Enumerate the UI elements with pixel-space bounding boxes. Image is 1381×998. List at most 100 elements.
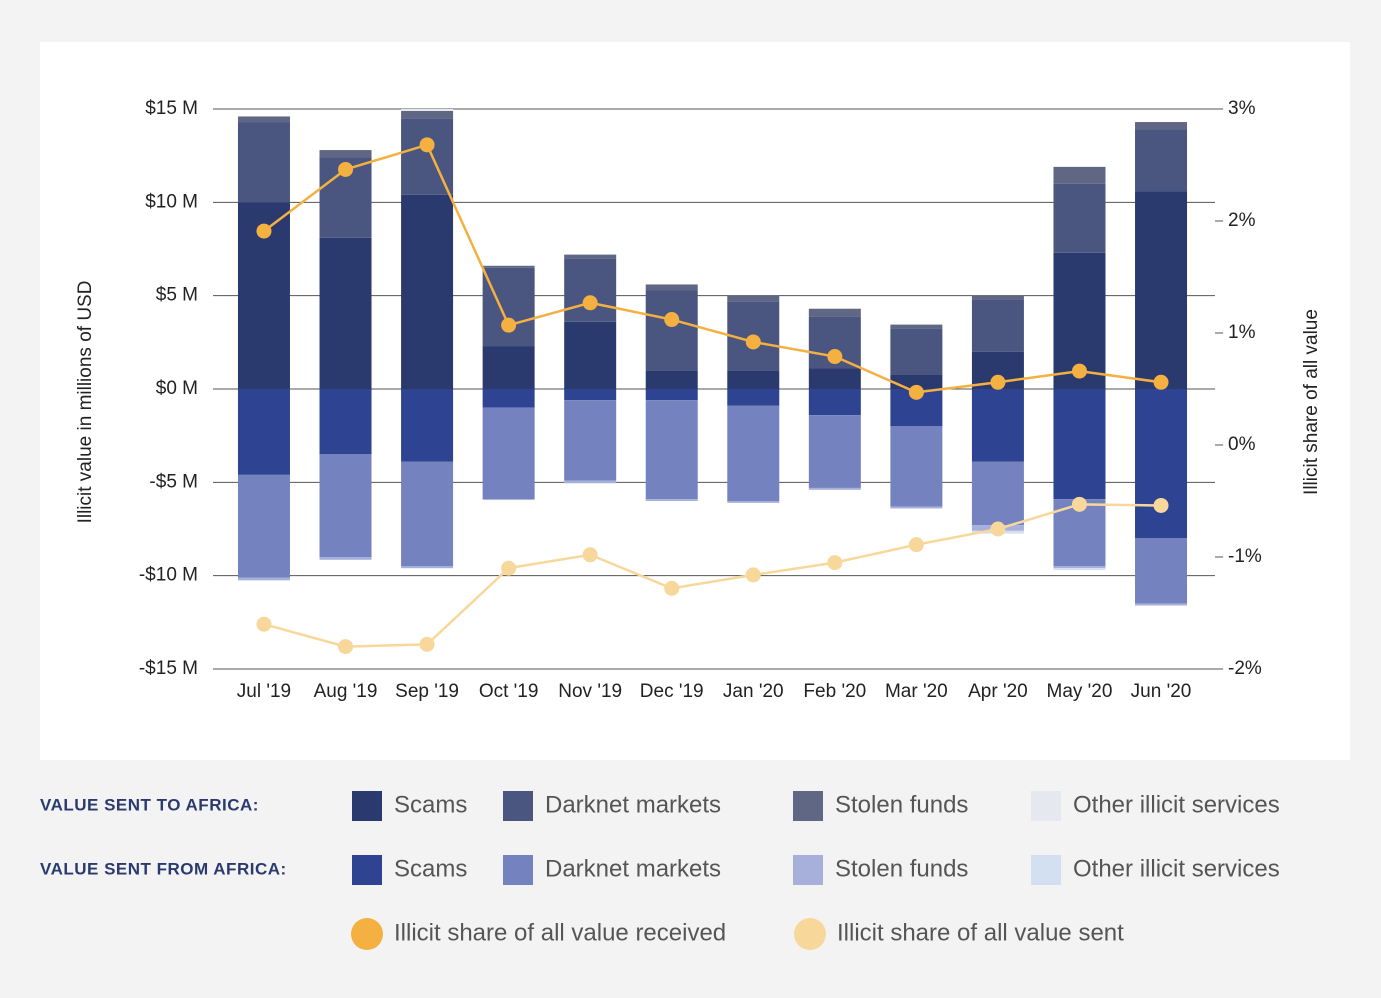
x-tick-label: Jun '20 xyxy=(1131,681,1192,702)
bar-segment xyxy=(971,389,1024,462)
legend-swatch xyxy=(1031,855,1061,885)
bar-segment xyxy=(482,499,535,501)
legend-swatch xyxy=(793,855,823,885)
legend-label: Other illicit services xyxy=(1073,791,1280,818)
y-tick-label: -$15 M xyxy=(139,658,198,679)
bar-segment xyxy=(808,368,861,389)
legend-label: Stolen funds xyxy=(835,791,968,818)
bar-segment xyxy=(1135,389,1188,539)
x-tick-label: Feb '20 xyxy=(803,681,866,702)
line-marker xyxy=(664,312,680,328)
legend-swatch xyxy=(1031,791,1061,821)
bar-segment xyxy=(319,454,372,557)
bar-segment xyxy=(564,400,617,481)
bar-segment xyxy=(237,474,290,578)
legend-label: Stolen funds xyxy=(835,855,968,882)
bar-segment xyxy=(564,321,617,389)
line-marker xyxy=(419,137,435,153)
line-marker xyxy=(908,384,924,400)
y2-tick-label: 2% xyxy=(1228,210,1256,231)
bar-segment xyxy=(727,389,780,406)
legend-label: Illicit share of all value sent xyxy=(837,919,1124,946)
line-marker xyxy=(990,374,1006,390)
x-tick-label: Apr '20 xyxy=(968,681,1028,702)
line-marker xyxy=(338,161,354,177)
y-axis-title: Illicit value in millions of USD xyxy=(75,281,96,524)
bar-segment xyxy=(890,506,943,509)
y-tick-label: -$10 M xyxy=(139,565,198,586)
bar-segment xyxy=(890,426,943,507)
bar-segment xyxy=(1053,566,1106,569)
line-marker xyxy=(1153,497,1169,513)
bar-segment xyxy=(401,389,454,462)
y2-tick-label: -1% xyxy=(1228,546,1262,567)
bar-segment xyxy=(482,265,535,268)
legend-swatch xyxy=(352,855,382,885)
line-marker xyxy=(256,616,272,632)
bar-segment xyxy=(401,461,454,567)
bar-segment xyxy=(237,389,290,475)
x-tick-label: Sep '19 xyxy=(395,681,459,702)
line xyxy=(263,503,1162,648)
bar-segment xyxy=(890,324,943,329)
y2-tick-label: 1% xyxy=(1228,322,1256,343)
legend-swatch xyxy=(793,791,823,821)
y2-tick-label: 0% xyxy=(1228,434,1256,455)
bar-segment xyxy=(971,295,1024,300)
line-marker xyxy=(582,547,598,563)
y-tick-label: $0 M xyxy=(156,378,198,399)
x-tick-label: Oct '19 xyxy=(479,681,539,702)
line-marker xyxy=(501,560,517,576)
bar-segment xyxy=(727,295,780,302)
line-marker xyxy=(1153,374,1169,390)
line-marker xyxy=(501,317,517,333)
legend-swatch xyxy=(503,855,533,885)
x-tick-label: Dec '19 xyxy=(640,681,704,702)
bar-segment xyxy=(727,501,780,503)
bar-segment xyxy=(401,566,454,569)
bar-segment xyxy=(319,150,372,158)
line-marker xyxy=(582,295,598,311)
bar-segment xyxy=(971,461,1024,526)
x-tick-label: May '20 xyxy=(1047,681,1113,702)
legend-label: Illicit share of all value received xyxy=(394,919,726,946)
bar-segment xyxy=(727,405,780,501)
bar-segment xyxy=(808,415,861,488)
bar-segment xyxy=(564,258,617,322)
bar-segment xyxy=(1135,129,1188,192)
bar-segment xyxy=(645,499,698,501)
y2-tick-label: -2% xyxy=(1228,658,1262,679)
bar-segment xyxy=(808,389,861,416)
bar-segment xyxy=(808,487,861,490)
legend-marker xyxy=(351,918,383,950)
line-marker xyxy=(1071,363,1087,379)
bar-segment xyxy=(808,308,861,317)
x-tick-label: Aug '19 xyxy=(314,681,378,702)
line-marker xyxy=(1071,496,1087,512)
bar-segment xyxy=(401,194,454,389)
bar-segment xyxy=(645,370,698,389)
line-marker xyxy=(827,555,843,571)
x-tick-label: Mar '20 xyxy=(885,681,948,702)
bar-segment xyxy=(237,577,290,581)
legend-group-label: VALUE SENT TO AFRICA: xyxy=(40,795,259,814)
bar-segment xyxy=(645,389,698,401)
line-marker xyxy=(908,537,924,553)
bar-segment xyxy=(401,110,454,119)
bar-segment xyxy=(645,400,698,500)
bar-segment xyxy=(1053,568,1106,571)
bar-segment xyxy=(237,122,290,203)
bar-segment xyxy=(1053,389,1106,500)
line-marker xyxy=(256,223,272,239)
legend-label: Scams xyxy=(394,791,467,818)
line-marker xyxy=(990,521,1006,537)
legend-swatch xyxy=(352,791,382,821)
y-tick-label: $10 M xyxy=(145,191,198,212)
legend-label: Darknet markets xyxy=(545,791,721,818)
bar-segment xyxy=(237,116,290,123)
y-tick-label: $5 M xyxy=(156,285,198,306)
bar-segment xyxy=(319,237,372,389)
line xyxy=(263,143,1162,394)
line-marker xyxy=(745,567,761,583)
bar-segment xyxy=(1135,191,1188,389)
